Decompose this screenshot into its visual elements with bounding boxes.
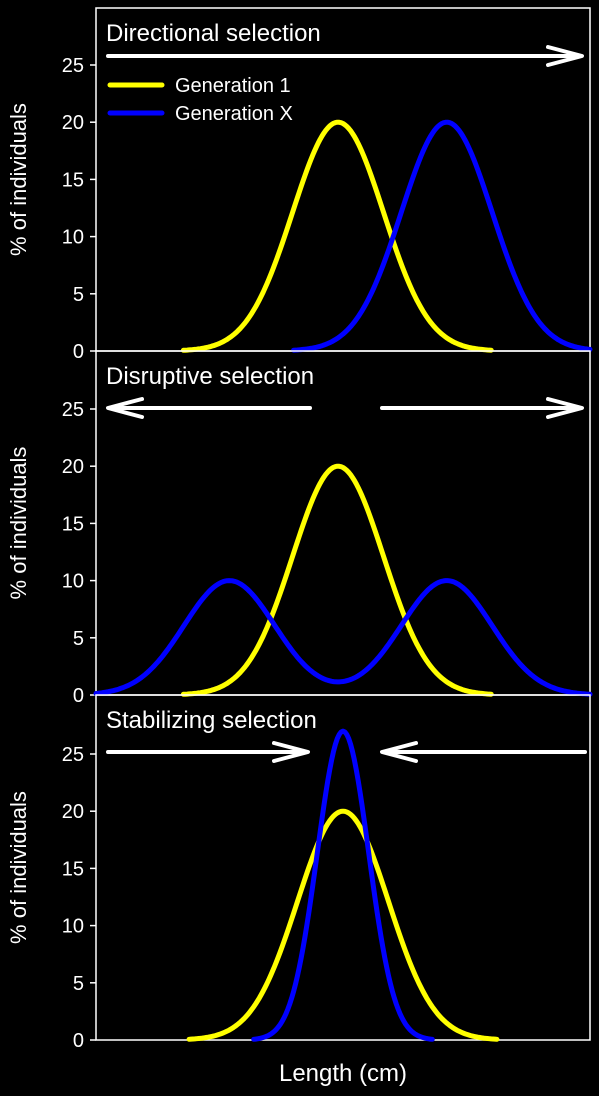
y-tick-label: 15 xyxy=(62,513,84,535)
y-tick-label: 10 xyxy=(62,571,84,593)
y-axis-label: % of individuals xyxy=(6,103,31,256)
series-line-generation-1 xyxy=(180,463,494,697)
arrow-right-head xyxy=(546,397,584,419)
panel-frame xyxy=(95,7,591,352)
series-line-generation-1 xyxy=(180,119,494,353)
y-tick-label: 0 xyxy=(73,685,84,707)
y-tick-label: 20 xyxy=(62,112,84,134)
y-axis-label: % of individuals xyxy=(6,447,31,600)
y-tick-label: 5 xyxy=(73,973,84,995)
panel-3: 0 5 10 15 20 25 % of individuals Stabilizing se… xyxy=(6,694,591,1052)
y-tick-label: 15 xyxy=(62,858,84,880)
y-tick-label: 10 xyxy=(62,916,84,938)
y-tick-label: 5 xyxy=(73,284,84,306)
panel-1: 0 5 10 15 20 25 % of individuals Directional se… xyxy=(6,7,593,363)
panel-frame xyxy=(95,694,591,1041)
y-tick-label: 15 xyxy=(62,169,84,191)
y-tick-label: 25 xyxy=(62,399,84,421)
arrow-inward-right-head xyxy=(380,741,418,763)
y-tick-label: 25 xyxy=(62,55,84,77)
y-tick-label: 10 xyxy=(62,227,84,249)
arrow-right-head xyxy=(546,45,584,67)
series-line-generation-x xyxy=(251,728,435,1042)
arrow-left-head xyxy=(106,397,144,419)
panel-title: Disruptive selection xyxy=(106,363,314,390)
legend-label-generation-x: Generation X xyxy=(175,103,293,125)
y-tick-label: 0 xyxy=(73,341,84,363)
y-tick-label: 20 xyxy=(62,801,84,823)
series-line-generation-x xyxy=(291,119,593,353)
arrow-inward-left-head xyxy=(272,741,310,763)
panel-title: Directional selection xyxy=(106,20,321,47)
series-line-generation-1 xyxy=(186,808,500,1042)
y-axis-label: % of individuals xyxy=(6,791,31,944)
series-line-generation-x xyxy=(93,578,593,697)
x-axis-label: Length (cm) xyxy=(279,1060,407,1087)
y-tick-label: 5 xyxy=(73,628,84,650)
y-tick-label: 0 xyxy=(73,1030,84,1052)
y-tick-label: 25 xyxy=(62,744,84,766)
panel-2: 0 5 10 15 20 25 % of individuals Disruptive sel… xyxy=(6,350,593,707)
y-tick-label: 20 xyxy=(62,456,84,478)
legend-label-generation-1: Generation 1 xyxy=(175,75,291,97)
panel-title: Stabilizing selection xyxy=(106,707,317,734)
